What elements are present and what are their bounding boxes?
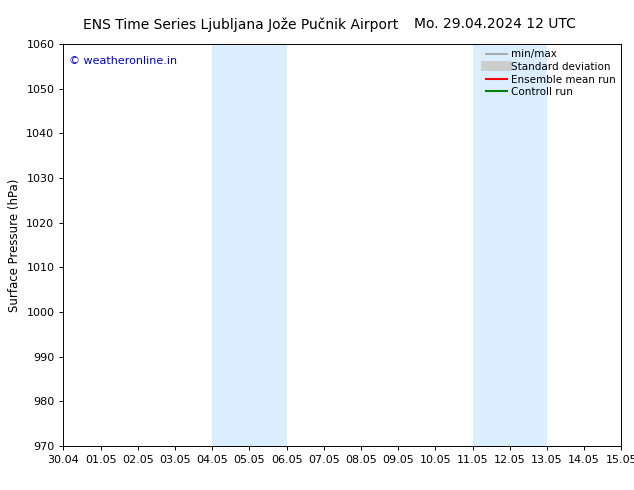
Text: Mo. 29.04.2024 12 UTC: Mo. 29.04.2024 12 UTC [413,17,576,31]
Bar [212,44,287,446]
Bar [472,44,547,446]
Text: ENS Time Series Ljubljana Jože Pučnik Airport: ENS Time Series Ljubljana Jože Pučnik Ai… [83,17,399,32]
Legend: min/max, Standard deviation, Ensemble mean run, Controll run: min/max, Standard deviation, Ensemble me… [483,46,619,100]
Text: © weatheronline.in: © weatheronline.in [69,56,177,66]
Y-axis label: Surface Pressure (hPa): Surface Pressure (hPa) [8,178,21,312]
